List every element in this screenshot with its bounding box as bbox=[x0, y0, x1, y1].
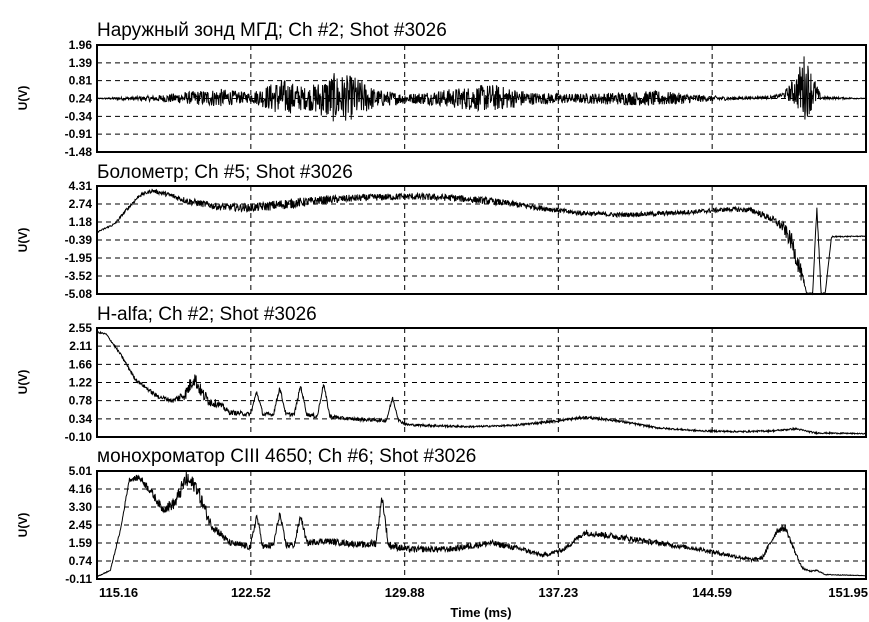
y-tick-label: 0.81 bbox=[69, 74, 93, 88]
y-tick-label: 1.66 bbox=[69, 357, 93, 371]
y-tick-label: -3.52 bbox=[65, 269, 93, 283]
x-tick-label: 144.59 bbox=[692, 585, 732, 600]
y-tick-label: 4.31 bbox=[69, 179, 93, 193]
y-tick-label: 4.16 bbox=[69, 482, 93, 496]
y-tick-label: 2.55 bbox=[69, 321, 93, 335]
x-tick-label: 129.88 bbox=[385, 585, 425, 600]
y-tick-label: 1.39 bbox=[69, 56, 93, 70]
y-tick-label: -5.08 bbox=[65, 287, 93, 301]
panel-2: Болометр; Ch #5; Shot #3026 U(V) 4.31 2.7… bbox=[16, 162, 867, 301]
x-axis: 115.16 122.52 129.88 137.23 144.59 151.95 Tim… bbox=[99, 585, 868, 620]
y-tick-label: 0.74 bbox=[69, 554, 93, 568]
y-tick-label: 5.01 bbox=[69, 464, 93, 478]
signal-trace bbox=[96, 471, 867, 578]
y-tick-label: 1.59 bbox=[69, 536, 93, 550]
panel-3-title: H-alfa; Ch #2; Shot #3026 bbox=[97, 304, 317, 325]
y-tick-label: 0.24 bbox=[69, 92, 93, 106]
panel-2-ylabel: U(V) bbox=[16, 228, 30, 253]
panel-1-title: Наружный зонд МГД; Ch #2; Shot #3026 bbox=[97, 20, 447, 41]
panel-3: H-alfa; Ch #2; Shot #3026 U(V) 2.55 2.11 1… bbox=[16, 304, 867, 444]
panel-1-ylabel: U(V) bbox=[16, 86, 30, 111]
y-tick-label: 2.11 bbox=[69, 339, 92, 353]
y-tick-label: -0.91 bbox=[65, 127, 93, 141]
panel-4-ylabel: U(V) bbox=[16, 513, 30, 538]
panel-2-content: 4.31 2.74 1.18 -0.39 -1.95 -3.52 -5.08 bbox=[65, 179, 867, 301]
x-axis-label: Time (ms) bbox=[450, 605, 511, 620]
signal-trace bbox=[96, 330, 867, 436]
panel-1: Наружный зонд МГД; Ch #2; Shot #3026 U(V… bbox=[16, 20, 867, 159]
y-tick-label: 0.78 bbox=[69, 394, 93, 408]
y-tick-label: 0.34 bbox=[69, 412, 93, 426]
x-tick-label: 115.16 bbox=[99, 585, 138, 600]
x-tick-label: 137.23 bbox=[538, 585, 578, 600]
y-tick-label: -0.39 bbox=[65, 233, 93, 247]
y-tick-label: 2.45 bbox=[69, 518, 93, 532]
panel-4: монохроматор CIII 4650; Ch #6; Shot #302… bbox=[16, 446, 867, 586]
signal-trace bbox=[96, 188, 867, 296]
y-tick-label: -1.48 bbox=[65, 145, 93, 159]
x-tick-label: 151.95 bbox=[828, 585, 868, 600]
panel-2-plot-area bbox=[96, 185, 867, 295]
panel-3-content: 2.55 2.11 1.66 1.22 0.78 0.34 -0.10 bbox=[65, 321, 867, 444]
y-tick-label: 3.30 bbox=[69, 500, 93, 514]
y-tick-label: -0.11 bbox=[65, 572, 92, 586]
panel-2-title: Болометр; Ch #5; Shot #3026 bbox=[97, 162, 353, 183]
x-tick-label: 122.52 bbox=[231, 585, 271, 600]
panel-4-plot-area bbox=[96, 470, 867, 580]
y-tick-label: -0.34 bbox=[65, 109, 93, 123]
y-tick-label: 1.96 bbox=[69, 38, 93, 52]
panel-3-ylabel: U(V) bbox=[16, 370, 30, 395]
y-tick-label: 1.18 bbox=[69, 215, 93, 229]
y-tick-label: 1.22 bbox=[69, 376, 93, 390]
y-tick-label: -0.10 bbox=[65, 430, 93, 444]
signal-trace bbox=[96, 56, 867, 122]
panel-4-title: монохроматор CIII 4650; Ch #6; Shot #302… bbox=[97, 446, 476, 467]
x-tick-labels: 115.16 122.52 129.88 137.23 144.59 151.95 bbox=[99, 585, 868, 600]
panel-3-plot-area bbox=[96, 327, 867, 438]
y-tick-label: -1.95 bbox=[65, 251, 93, 265]
y-tick-label: 2.74 bbox=[69, 197, 93, 211]
panel-4-content: 5.01 4.16 3.30 2.45 1.59 0.74 -0.11 bbox=[65, 464, 867, 586]
panel-1-content: 1.96 1.39 0.81 0.24 -0.34 -0.91 -1.48 bbox=[65, 38, 867, 159]
